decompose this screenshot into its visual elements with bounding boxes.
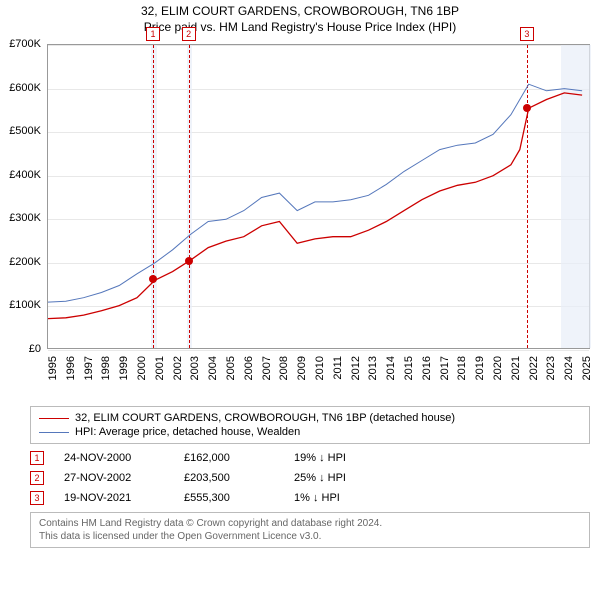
marker-box: 1 [146,27,160,41]
title-subtitle: Price paid vs. HM Land Registry's House … [0,20,600,34]
x-tick-label: 1996 [65,356,77,380]
legend-swatch-price [39,418,69,419]
y-tick-label: £700K [9,38,41,50]
x-tick-label: 2022 [528,356,540,380]
transaction-date: 27-NOV-2002 [64,472,164,484]
x-tick-label: 2010 [314,356,326,380]
x-tick-label: 1999 [118,356,130,380]
title-address: 32, ELIM COURT GARDENS, CROWBOROUGH, TN6… [0,4,600,18]
legend-row: 32, ELIM COURT GARDENS, CROWBOROUGH, TN6… [39,411,581,425]
transaction-price: £555,300 [184,492,274,504]
transactions-table: 1 24-NOV-2000 £162,000 19% ↓ HPI 2 27-NO… [30,448,590,508]
footer-line: Contains HM Land Registry data © Crown c… [39,517,581,530]
y-tick-label: £200K [9,256,41,268]
x-tick-label: 2003 [189,356,201,380]
legend-label: HPI: Average price, detached house, Weal… [75,426,300,438]
x-tick-label: 2009 [296,356,308,380]
marker-box: 3 [520,27,534,41]
x-tick-label: 2016 [421,356,433,380]
x-tick-label: 2013 [367,356,379,380]
x-tick-label: 2025 [581,356,593,380]
y-tick-label: £100K [9,299,41,311]
x-tick-label: 2021 [510,356,522,380]
transaction-date: 24-NOV-2000 [64,452,164,464]
transaction-pct: 25% ↓ HPI [294,472,384,484]
marker-badge: 2 [30,471,44,485]
x-tick-label: 1995 [47,356,59,380]
transaction-price: £203,500 [184,472,274,484]
footer-line: This data is licensed under the Open Gov… [39,530,581,543]
line-chart-svg [48,45,589,348]
legend-label: 32, ELIM COURT GARDENS, CROWBOROUGH, TN6… [75,412,455,424]
x-tick-label: 2006 [243,356,255,380]
x-tick-label: 2011 [332,356,344,380]
x-tick-label: 2004 [207,356,219,380]
x-tick-label: 2007 [261,356,273,380]
transaction-price: £162,000 [184,452,274,464]
transaction-pct: 1% ↓ HPI [294,492,384,504]
titles: 32, ELIM COURT GARDENS, CROWBOROUGH, TN6… [0,0,600,34]
x-tick-label: 2024 [563,356,575,380]
marker-badge: 3 [30,491,44,505]
marker-badge: 1 [30,451,44,465]
legend: 32, ELIM COURT GARDENS, CROWBOROUGH, TN6… [30,406,590,444]
x-tick-label: 2020 [492,356,504,380]
x-tick-label: 2023 [545,356,557,380]
x-tick-label: 2000 [136,356,148,380]
transaction-date: 19-NOV-2021 [64,492,164,504]
x-tick-label: 2018 [456,356,468,380]
footer-attribution: Contains HM Land Registry data © Crown c… [30,512,590,548]
x-tick-label: 2001 [154,356,166,380]
chart-area: £0 £100K £200K £300K £400K £500K £600K £700K 12… [0,34,600,404]
y-tick-label: £400K [9,169,41,181]
transaction-pct: 19% ↓ HPI [294,452,384,464]
plot-area: 123 [47,44,590,349]
x-tick-label: 2017 [439,356,451,380]
y-axis: £0£100K£200K£300K£400K£500K£600K£700K [0,44,45,349]
x-axis: 1995 1996 1997 1998 1999 2000 2001 2002 2003 2004… [47,352,590,402]
series-line-price_paid [48,93,582,319]
table-row: 3 19-NOV-2021 £555,300 1% ↓ HPI [30,488,590,508]
x-tick-label: 2002 [172,356,184,380]
y-tick-label: £500K [9,125,41,137]
legend-swatch-hpi [39,432,69,433]
x-tick-label: 1998 [100,356,112,380]
x-tick-label: 2019 [474,356,486,380]
x-tick-label: 2008 [278,356,290,380]
legend-row: HPI: Average price, detached house, Weal… [39,425,581,439]
x-tick-label: 2012 [350,356,362,380]
chart-container: 32, ELIM COURT GARDENS, CROWBOROUGH, TN6… [0,0,600,590]
y-tick-label: £300K [9,212,41,224]
y-tick-label: £600K [9,82,41,94]
y-tick-label: £0 [29,343,41,355]
x-tick-label: 2005 [225,356,237,380]
x-tick-label: 1997 [83,356,95,380]
table-row: 2 27-NOV-2002 £203,500 25% ↓ HPI [30,468,590,488]
x-tick-label: 2015 [403,356,415,380]
x-tick-label: 2014 [385,356,397,380]
table-row: 1 24-NOV-2000 £162,000 19% ↓ HPI [30,448,590,468]
marker-box: 2 [182,27,196,41]
series-line-hpi [48,84,582,302]
